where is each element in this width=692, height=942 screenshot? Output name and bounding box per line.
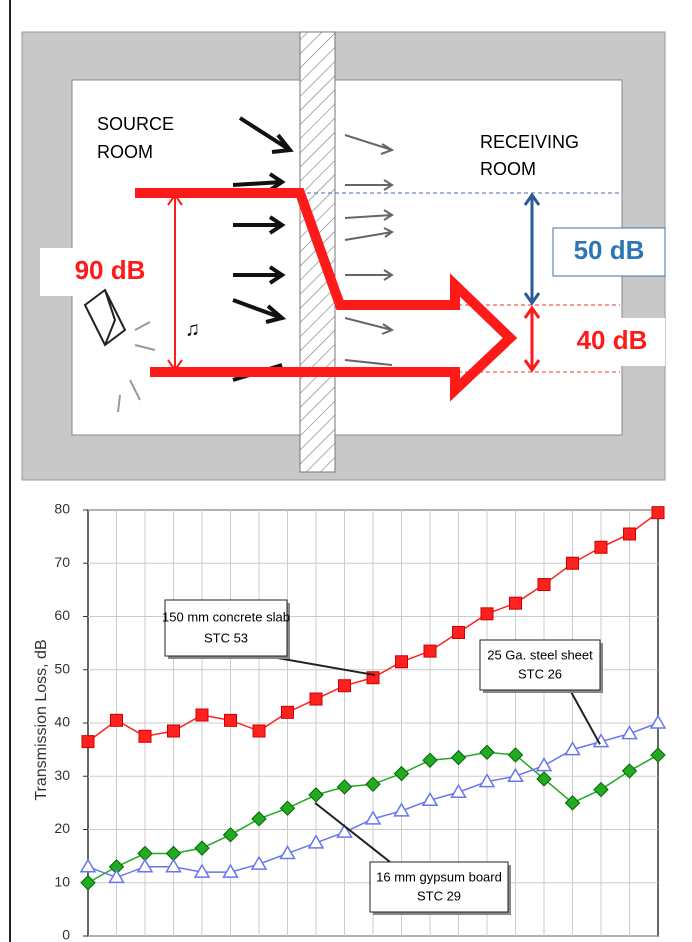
source-label: SOURCE <box>97 114 174 134</box>
point <box>310 693 322 705</box>
y-tick-label: 30 <box>54 767 70 783</box>
source-level: 90 dB <box>75 255 146 285</box>
point <box>481 608 493 620</box>
source-label: ROOM <box>97 142 153 162</box>
point <box>82 736 94 748</box>
annotation-stc: STC 29 <box>417 888 461 903</box>
annotation-name: 150 mm concrete slab <box>162 609 290 624</box>
point <box>510 597 522 609</box>
annotation-stc: STC 53 <box>204 631 248 646</box>
y-tick-label: 0 <box>62 927 70 942</box>
point <box>282 706 294 718</box>
point <box>453 626 465 638</box>
point <box>168 725 180 737</box>
point <box>424 645 436 657</box>
y-tick-label: 60 <box>54 607 70 623</box>
point <box>396 656 408 668</box>
y-tick-label: 50 <box>54 660 70 676</box>
point <box>139 730 151 742</box>
y-axis-label: Transmission Loss, dB <box>33 639 50 800</box>
note-icon: ♫ <box>185 318 200 340</box>
point <box>339 680 351 692</box>
y-tick-label: 70 <box>54 554 70 570</box>
point <box>652 507 664 519</box>
point <box>253 725 265 737</box>
received-level: 40 dB <box>577 325 648 355</box>
point <box>196 709 208 721</box>
chart: 0 10 20 30 40 50 60 70 80 Transmission Loss, dB 15… <box>33 501 665 942</box>
point <box>567 557 579 569</box>
point <box>595 541 607 553</box>
annotation-name: 25 Ga. steel sheet <box>487 647 593 662</box>
point <box>111 714 123 726</box>
receiving-label: RECEIVING <box>480 132 579 152</box>
receiving-label: ROOM <box>480 159 536 179</box>
point <box>538 579 550 591</box>
y-tick-label: 10 <box>54 873 70 889</box>
loss-level: 50 dB <box>574 235 645 265</box>
point <box>225 714 237 726</box>
annotation-name: 16 mm gypsum board <box>376 869 502 884</box>
y-tick-label: 20 <box>54 820 70 836</box>
point <box>624 528 636 540</box>
y-tick-label: 40 <box>54 714 70 730</box>
y-tick-label: 80 <box>54 501 70 517</box>
page: SOURCE ROOM RECEIVING ROOM 90 dB <box>0 0 692 942</box>
annotation-stc: STC 26 <box>518 666 562 681</box>
